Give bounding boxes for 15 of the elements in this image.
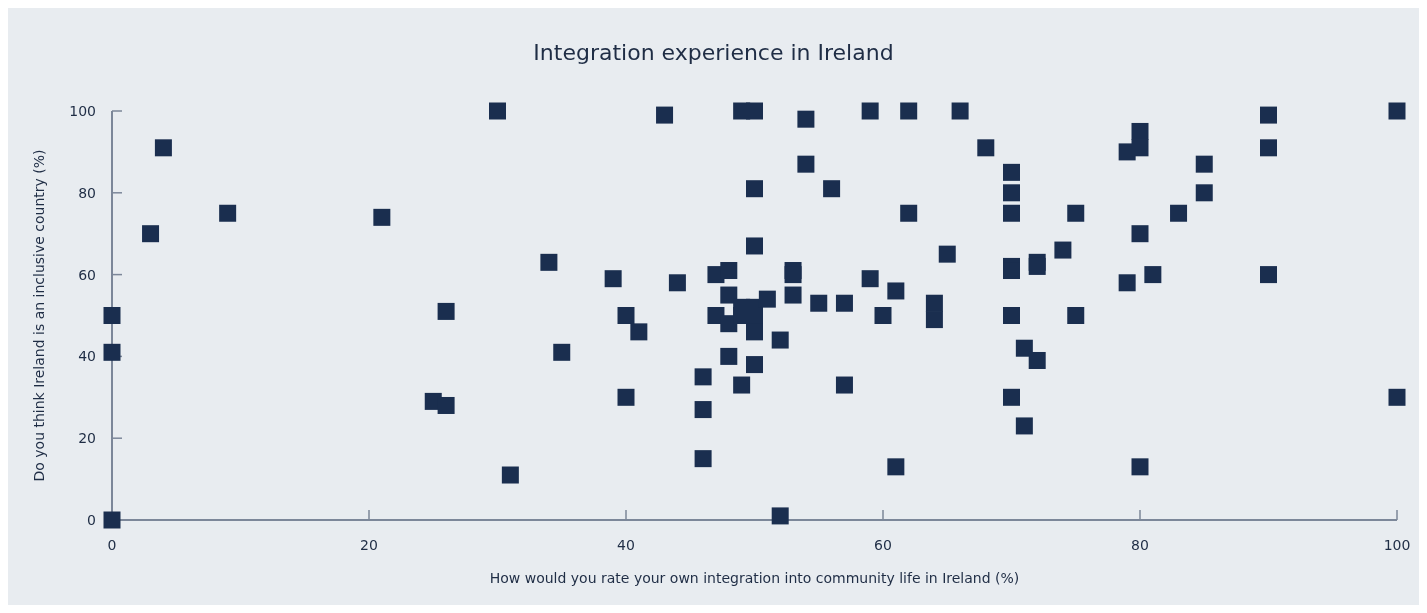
x-axis-title: How would you rate your own integration into community life in Ireland (%) <box>489 570 1020 586</box>
y-axis-title: Do you think Ireland is an inclusive country (%) <box>31 149 47 482</box>
chart-title: Integration experience in Ireland <box>533 40 894 65</box>
x-tick-label: 20 <box>360 537 378 553</box>
y-tick-label: 100 <box>69 102 96 119</box>
y-tick-label: 0 <box>87 511 96 528</box>
x-tick-label: 60 <box>874 537 892 553</box>
x-tick-label: 0 <box>107 537 117 553</box>
y-tick-label: 20 <box>78 430 96 447</box>
x-tick-label: 100 <box>1383 537 1411 553</box>
x-tick-label: 40 <box>617 537 635 553</box>
y-tick-label: 60 <box>78 266 96 283</box>
y-tick-label: 80 <box>78 184 96 201</box>
y-tick-label: 40 <box>78 348 96 365</box>
x-tick-label: 80 <box>1131 537 1149 553</box>
